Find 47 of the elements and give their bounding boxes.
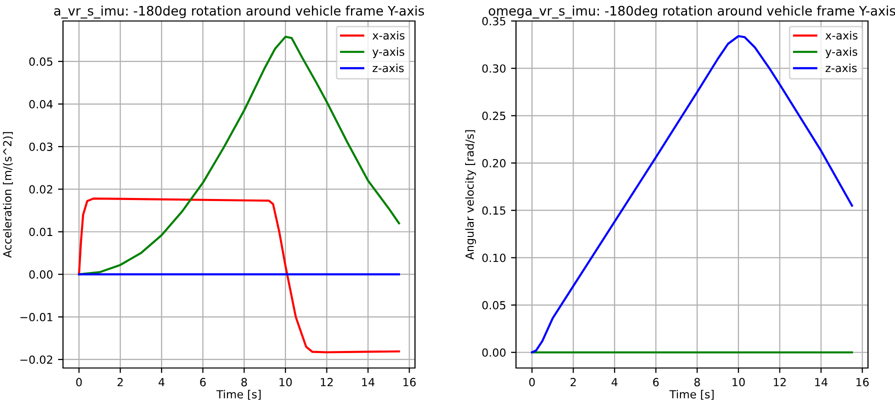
legend-label: y-axis bbox=[825, 47, 858, 58]
legend-label: z-axis bbox=[826, 64, 857, 72]
x-tick-label: 14 bbox=[815, 378, 828, 386]
chart-title: a_vr_s_imu: -180deg rotation around vehicle frame Y-axis bbox=[54, 6, 424, 18]
y-tick-label: 0.30 bbox=[482, 64, 506, 73]
legend-label: y-axis bbox=[372, 47, 404, 58]
legend-label: z-axis bbox=[372, 64, 404, 72]
x-tick-label: 14 bbox=[362, 378, 374, 386]
x-tick-label: 12 bbox=[320, 378, 333, 386]
x-tick-label: 6 bbox=[653, 378, 659, 386]
chart-title: omega_vr_s_imu: -180deg rotation around vehicle frame Y-axis bbox=[488, 6, 895, 18]
y-tick-label: 0.05 bbox=[482, 301, 506, 310]
x-tick-label: 8 bbox=[241, 378, 247, 386]
y-tick-label: 0.25 bbox=[482, 112, 506, 120]
x-axis-title: Time [s] bbox=[669, 390, 714, 400]
x-tick-label: 4 bbox=[612, 378, 618, 386]
y-tick-label: 0.05 bbox=[29, 57, 52, 66]
x-tick-label: 10 bbox=[732, 378, 745, 386]
y-tick-label: 0.00 bbox=[482, 348, 506, 357]
y-tick-label: 0.35 bbox=[482, 16, 506, 26]
y-tick-label: 0.00 bbox=[29, 270, 53, 279]
y-tick-label: −0.02 bbox=[20, 355, 52, 364]
y-axis-title: Angular velocity [rad/s] bbox=[465, 130, 476, 260]
y-tick-label: 0.01 bbox=[29, 228, 52, 236]
x-tick-label: 8 bbox=[694, 378, 700, 386]
x-tick-label: 16 bbox=[856, 378, 869, 386]
x-tick-label: 16 bbox=[403, 378, 416, 386]
y-tick-label: 0.03 bbox=[29, 142, 52, 151]
x-tick-label: 2 bbox=[118, 378, 123, 386]
y-tick-label: 0.15 bbox=[482, 206, 506, 215]
legend-label: x-axis bbox=[372, 31, 404, 40]
x-tick-label: 0 bbox=[76, 378, 82, 386]
y-axis-title: Acceleration [m/(s^2)] bbox=[2, 132, 13, 258]
x-tick-label: 4 bbox=[158, 378, 164, 386]
x-axis-title: Time [s] bbox=[216, 390, 261, 400]
x-tick-label: 6 bbox=[200, 378, 206, 386]
x-tick-label: 12 bbox=[774, 378, 786, 386]
y-tick-label: 0.20 bbox=[482, 158, 506, 168]
y-tick-label: −0.01 bbox=[20, 312, 52, 322]
y-tick-label: 0.04 bbox=[29, 100, 53, 108]
x-tick-label: 0 bbox=[529, 378, 535, 386]
x-tick-label: 10 bbox=[280, 378, 292, 386]
y-tick-label: 0.10 bbox=[482, 254, 506, 262]
line-series bbox=[78, 198, 400, 354]
y-tick-label: 0.02 bbox=[29, 185, 52, 194]
legend-label: x-axis bbox=[825, 31, 858, 40]
x-tick-label: 2 bbox=[570, 378, 576, 386]
